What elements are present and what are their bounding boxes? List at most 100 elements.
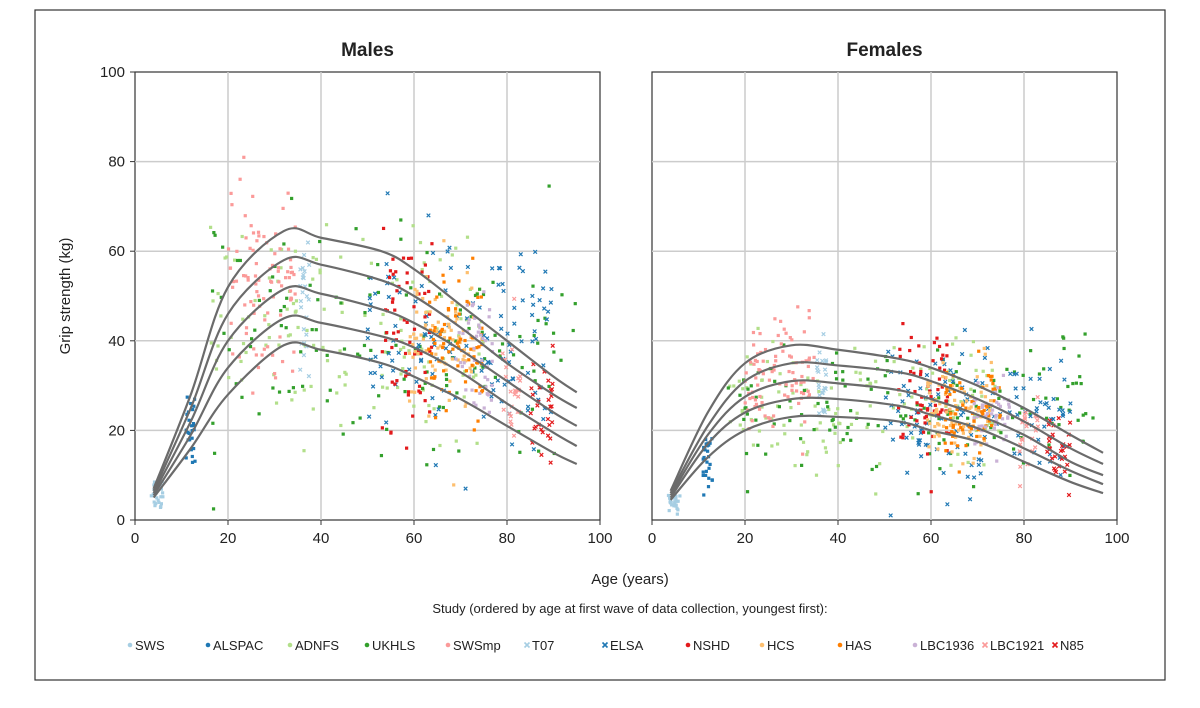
point-adnfs [264, 343, 268, 347]
panel-males: Males 0 20 40 60 80 100 0 20 40 60 80 100 [100, 40, 613, 547]
centile-curve-5 [152, 341, 578, 499]
point-swsmp [744, 371, 748, 375]
point-hcs [427, 414, 431, 418]
point-n85 [548, 436, 553, 441]
point-ukhls [1076, 418, 1080, 422]
point-ukhls [444, 373, 449, 377]
point-sws [669, 498, 673, 502]
point-lbc1936 [997, 402, 1001, 406]
point-adnfs [402, 355, 406, 359]
point-swsmp [277, 280, 281, 284]
point-swsmp [252, 311, 256, 315]
point-ukhls [1021, 373, 1025, 377]
point-swsmp [256, 294, 261, 298]
point-ukhls [455, 391, 459, 395]
point-hcs [967, 435, 971, 439]
centile-curve-1 [152, 227, 578, 490]
x-tick-label: 40 [313, 530, 330, 547]
point-nshd [402, 318, 406, 322]
point-alspac [708, 441, 712, 445]
point-adnfs [771, 339, 775, 344]
point-has [455, 341, 459, 345]
point-nshd [423, 370, 427, 375]
point-sws [155, 496, 159, 500]
point-hcs [936, 447, 940, 451]
point-swsmp [771, 414, 776, 418]
point-adnfs [402, 345, 406, 350]
point-nshd [412, 327, 417, 331]
point-adnfs [891, 406, 896, 410]
legend-marker [523, 641, 531, 649]
point-ukhls [915, 403, 919, 407]
point-hcs [976, 409, 980, 413]
point-lbc1936 [485, 392, 489, 396]
point-alspac [191, 421, 196, 426]
point-ukhls [404, 293, 408, 297]
point-elsa [517, 265, 522, 270]
x-tick-label: 80 [1016, 530, 1033, 547]
point-lbc1936 [478, 326, 482, 330]
point-ukhls [746, 387, 750, 391]
point-hcs [446, 322, 451, 326]
centile-curve-2 [669, 361, 1104, 494]
point-ukhls [409, 286, 413, 290]
point-elsa [948, 368, 953, 373]
point-elsa [445, 249, 450, 254]
point-adnfs [363, 313, 367, 318]
point-hcs [932, 434, 937, 439]
point-nshd [940, 408, 944, 412]
point-ukhls [1037, 372, 1042, 376]
point-swsmp [759, 350, 763, 355]
point-swsmp [288, 258, 293, 262]
point-has [430, 352, 434, 356]
point-has [440, 356, 444, 360]
point-nshd [920, 403, 924, 408]
point-lbc1936 [490, 342, 494, 346]
point-lbc1921 [508, 419, 513, 424]
point-lbc1936 [466, 321, 471, 325]
point-elsa [378, 364, 383, 369]
point-hcs [413, 350, 417, 354]
point-swsmp [252, 347, 256, 351]
point-ukhls [1011, 447, 1016, 451]
point-nshd [928, 389, 932, 393]
point-n85 [1056, 415, 1061, 421]
point-ukhls [1066, 384, 1070, 389]
point-n85 [545, 416, 551, 422]
point-ukhls [866, 377, 870, 381]
point-ukhls [999, 431, 1003, 435]
y-tick-label: 20 [108, 422, 125, 439]
point-elsa [520, 298, 525, 303]
point-alspac [190, 460, 195, 464]
legend-marker [364, 642, 370, 648]
point-nshd [429, 345, 434, 349]
point-has [982, 437, 986, 441]
point-ukhls [308, 283, 312, 287]
point-lbc1936 [973, 442, 977, 446]
point-elsa [965, 474, 970, 479]
point-nshd [901, 432, 905, 436]
point-nshd [926, 407, 930, 411]
point-elsa [495, 378, 501, 383]
point-swsmp [254, 353, 258, 357]
point-n85 [1050, 432, 1055, 437]
point-ukhls [453, 339, 458, 343]
point-has [956, 444, 960, 448]
point-t07 [301, 252, 307, 258]
point-hcs [933, 424, 937, 429]
point-elsa [976, 457, 981, 462]
point-swsmp [269, 280, 274, 284]
point-lbc1936 [1007, 402, 1011, 406]
point-elsa [500, 281, 505, 287]
point-nshd [942, 368, 947, 372]
point-sws [156, 498, 160, 502]
point-sws [668, 501, 673, 505]
point-t07 [302, 269, 307, 274]
point-nshd [899, 435, 903, 439]
x-tick-label: 80 [499, 530, 516, 547]
point-adnfs [947, 369, 951, 373]
point-ukhls [325, 353, 329, 357]
point-has [432, 376, 436, 380]
point-hcs [926, 382, 930, 386]
point-ukhls [937, 416, 941, 421]
